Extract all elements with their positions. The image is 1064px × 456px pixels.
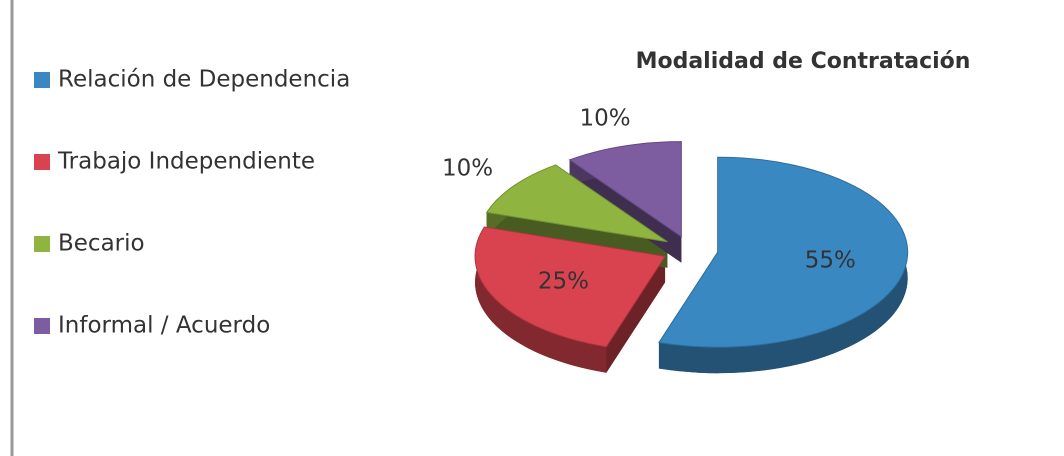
slice [658, 156, 909, 348]
slice [568, 141, 682, 238]
slice-outer-side [658, 157, 908, 374]
data-label: 10% [579, 106, 630, 132]
slice [474, 226, 666, 348]
slice-radial-side [606, 256, 666, 373]
legend-label: Relación de Dependencia [58, 67, 350, 93]
legend-label: Becario [58, 231, 145, 257]
legend-swatch [34, 318, 50, 334]
legend-swatch [34, 236, 50, 252]
slice [485, 164, 668, 243]
legend-label: Informal / Acuerdo [58, 313, 270, 339]
slice-outer-side [475, 226, 607, 373]
data-label: 55% [805, 248, 856, 274]
legend-swatch [34, 154, 50, 170]
data-label: 10% [442, 156, 493, 182]
legend-swatch [34, 72, 50, 88]
data-label: 25% [538, 269, 589, 295]
legend-label: Trabajo Independiente [57, 149, 315, 175]
chart-title: Modalidad de Contratación [636, 49, 971, 74]
